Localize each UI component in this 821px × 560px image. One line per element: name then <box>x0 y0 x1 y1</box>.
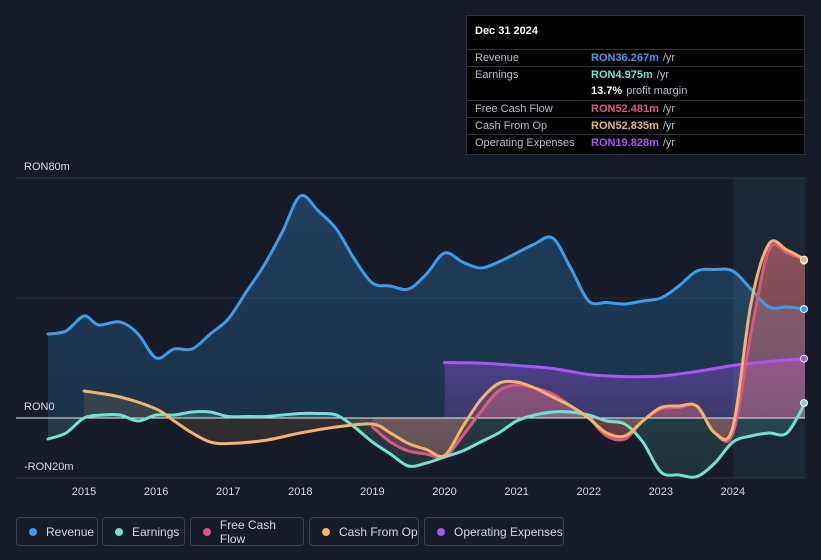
tooltip-row-value: 13.7% <box>591 85 622 97</box>
tooltip-row: Operating Expenses RON19.828m/yr <box>467 134 804 152</box>
x-tick-label: 2020 <box>432 486 456 498</box>
y-tick-label: RON0 <box>24 401 55 413</box>
x-tick-label: 2021 <box>504 486 528 498</box>
legend-item-free-cash-flow[interactable]: Free Cash Flow <box>190 517 304 546</box>
x-tick-label: 2022 <box>576 486 600 498</box>
tooltip-row: Free Cash Flow RON52.481m/yr <box>467 100 804 118</box>
x-tick-label: 2024 <box>721 486 745 498</box>
tooltip-row-value: RON36.267m <box>591 52 659 64</box>
legend-label: Revenue <box>46 525 94 539</box>
legend-label: Operating Expenses <box>454 525 563 539</box>
legend-dot-icon <box>203 528 211 536</box>
series-end-marker <box>801 256 808 263</box>
legend-item-earnings[interactable]: Earnings <box>102 517 185 546</box>
legend-dot-icon <box>437 528 445 536</box>
tooltip-date: Dec 31 2024 <box>475 25 538 37</box>
legend-label: Free Cash Flow <box>220 518 303 546</box>
series-end-marker <box>801 355 808 362</box>
x-tick-label: 2017 <box>216 486 240 498</box>
y-tick-label: -RON20m <box>24 461 74 473</box>
tooltip-row-unit: /yr <box>663 137 675 149</box>
x-tick-label: 2015 <box>72 486 96 498</box>
x-tick-label: 2016 <box>144 486 168 498</box>
tooltip-row-unit: /yr <box>663 103 675 115</box>
legend-item-operating-expenses[interactable]: Operating Expenses <box>424 517 564 546</box>
legend-item-cash-from-op[interactable]: Cash From Op <box>309 517 419 546</box>
legend-dot-icon <box>29 528 37 536</box>
x-tick-label: 2019 <box>360 486 384 498</box>
tooltip-row-unit: /yr <box>663 120 675 132</box>
tooltip-row: 13.7% profit margin <box>467 83 804 100</box>
tooltip-row-label: Operating Expenses <box>475 137 575 149</box>
legend-label: Cash From Op <box>339 525 418 539</box>
tooltip-row-unit: /yr <box>657 69 669 81</box>
tooltip-row-unit: /yr <box>663 52 675 64</box>
tooltip-row-label: Cash From Op <box>475 120 547 132</box>
tooltip-row: Cash From Op RON52.835m/yr <box>467 117 804 135</box>
tooltip-row: Revenue RON36.267m/yr <box>467 49 804 67</box>
tooltip-row-value: RON52.835m <box>591 120 659 132</box>
series-end-marker <box>801 400 808 407</box>
x-tick-label: 2018 <box>288 486 312 498</box>
legend-item-revenue[interactable]: Revenue <box>16 517 98 546</box>
tooltip-row-label: Earnings <box>475 69 518 81</box>
legend-dot-icon <box>322 528 330 536</box>
tooltip-row-value: RON19.828m <box>591 137 659 149</box>
tooltip-row-label: Revenue <box>475 52 519 64</box>
y-tick-label: RON80m <box>24 161 70 173</box>
tooltip-row: Earnings RON4.975m/yr <box>467 66 804 84</box>
tooltip-panel: Dec 31 2024 Revenue RON36.267m/yr Earnings… <box>466 15 805 155</box>
tooltip-row-value: RON52.481m <box>591 103 659 115</box>
series-end-marker <box>801 306 808 313</box>
tooltip-row-value: RON4.975m <box>591 69 653 81</box>
tooltip-row-unit: profit margin <box>626 85 687 97</box>
tooltip-row-label: Free Cash Flow <box>475 103 553 115</box>
x-tick-label: 2023 <box>649 486 673 498</box>
legend-label: Earnings <box>132 525 179 539</box>
legend-dot-icon <box>115 528 123 536</box>
